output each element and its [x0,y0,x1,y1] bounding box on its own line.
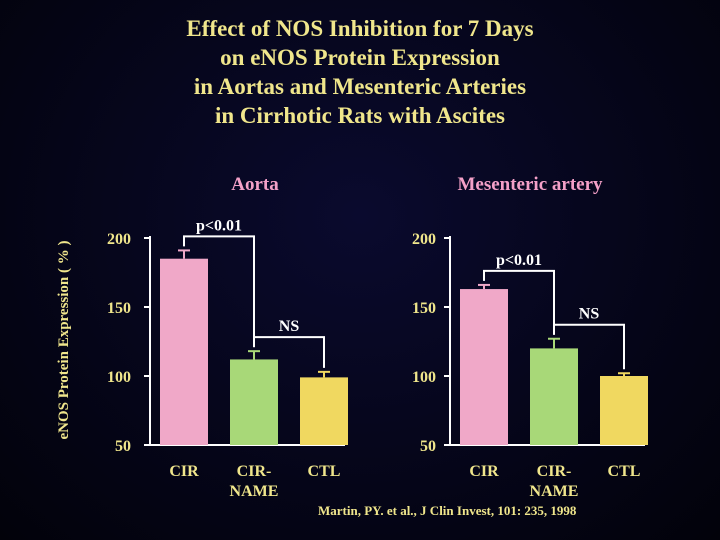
chart-title: Effect of NOS Inhibition for 7 Days on e… [0,14,720,130]
x-tick-label: NAME [530,483,579,500]
bar-ctl [600,376,648,445]
y-tick-label: 50 [420,438,436,455]
y-axis-label: eNOS Protein Expression ( % ) [56,240,72,439]
bar-cir-name [230,359,278,445]
title-line-4: in Cirrhotic Rats with Ascites [214,103,506,128]
significance-label: p<0.01 [196,217,242,234]
bar-cir-name [530,348,578,445]
x-tick-label: CIR [469,463,499,480]
y-tick-label: 50 [115,438,131,455]
title-line-3: in Aortas and Mesenteric Arteries [193,74,527,99]
y-tick-label: 200 [412,231,436,248]
y-tick-label: 150 [107,300,131,317]
title-line-1: Effect of NOS Inhibition for 7 Days [186,16,534,41]
y-tick-label: 100 [412,369,436,386]
y-tick-label: 150 [412,300,436,317]
significance-label: p<0.01 [496,252,542,269]
x-tick-label: CTL [608,463,641,480]
x-tick-label: CIR [169,463,199,480]
y-tick-label: 100 [107,369,131,386]
panel-title: Aorta [231,174,279,195]
ns-label: NS [279,318,300,335]
significance-bracket [183,235,255,348]
x-tick-label: CIR- [237,463,272,480]
bar-cir [460,289,508,445]
x-tick-label: NAME [230,483,279,500]
panel-title: Mesenteric artery [457,174,603,195]
y-tick-label: 200 [107,231,131,248]
citation: Martin, PY. et al., J Clin Invest, 101: … [318,503,577,518]
significance-bracket [483,269,555,335]
ns-bracket [553,323,625,370]
title-line-2: on eNOS Protein Expression [220,45,500,70]
x-tick-label: CTL [308,463,341,480]
ns-label: NS [579,306,600,323]
ns-bracket [253,336,325,368]
bar-ctl [300,377,348,445]
x-tick-label: CIR- [537,463,572,480]
bar-cir [160,258,208,445]
